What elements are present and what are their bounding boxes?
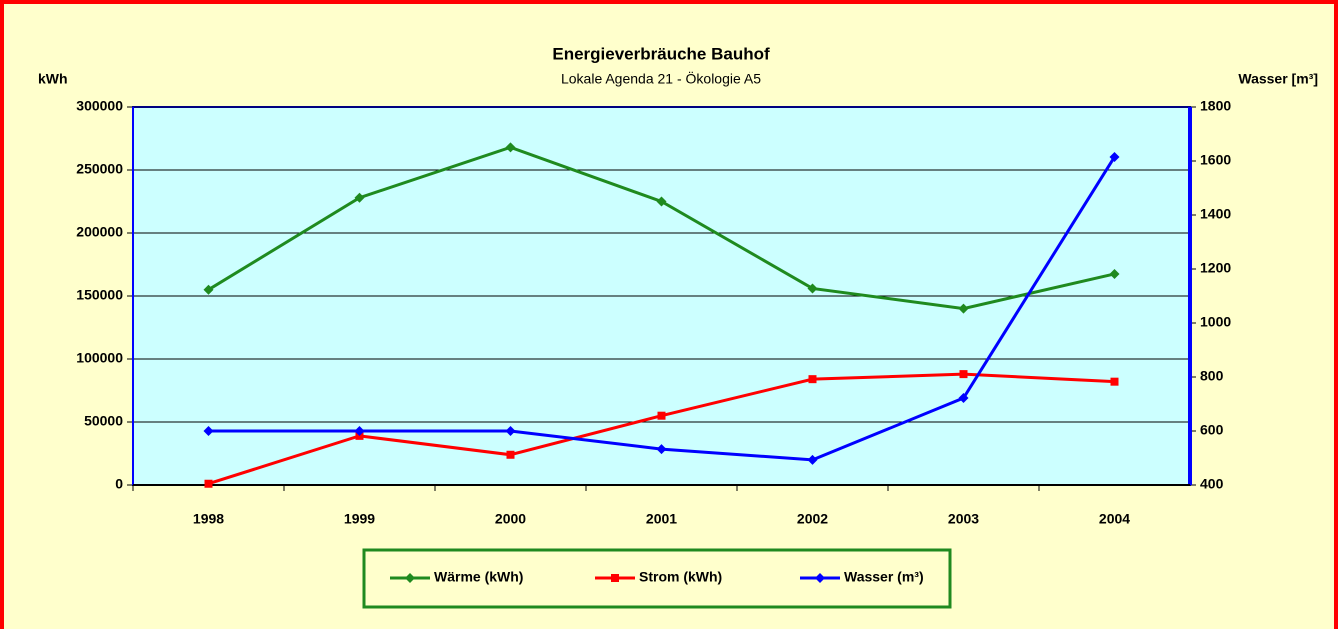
- point: [1109, 268, 1120, 279]
- x-tick-label: 1999: [344, 511, 375, 527]
- point: [354, 192, 365, 203]
- legend-marker: [405, 573, 415, 583]
- point: [807, 283, 818, 294]
- point: [959, 370, 968, 379]
- y-tick-label: 200000: [76, 224, 123, 240]
- legend-label: Wasser (m³): [844, 569, 924, 585]
- x-tick-label: 2004: [1099, 511, 1130, 527]
- point: [203, 426, 214, 436]
- y-tick-label: 100000: [76, 350, 123, 366]
- point: [958, 303, 969, 314]
- y-tick-label: 150000: [76, 287, 123, 303]
- point: [354, 426, 365, 436]
- y2-tick-label: 600: [1200, 422, 1224, 438]
- point: [204, 479, 213, 488]
- point: [1110, 377, 1119, 386]
- y2-tick-label: 1000: [1200, 314, 1231, 330]
- point: [657, 411, 666, 420]
- point: [505, 142, 516, 153]
- y-tick-label: 50000: [84, 413, 123, 429]
- y2-tick-label: 800: [1200, 368, 1224, 384]
- y2-axis-label: Wasser [m³]: [1238, 71, 1318, 87]
- x-tick-label: 2001: [646, 511, 677, 527]
- y-tick-label: 0: [115, 476, 123, 492]
- point: [807, 454, 818, 465]
- legend-label: Strom (kWh): [639, 569, 722, 585]
- y-tick-label: 300000: [76, 98, 123, 114]
- point: [1109, 151, 1120, 162]
- point: [958, 393, 969, 404]
- point: [203, 284, 214, 295]
- x-tick-label: 2003: [948, 511, 979, 527]
- y2-tick-label: 1400: [1200, 206, 1231, 222]
- point: [505, 426, 516, 436]
- y2-tick-label: 400: [1200, 476, 1224, 492]
- x-tick-label: 2000: [495, 511, 526, 527]
- point: [808, 375, 817, 384]
- legend-marker: [815, 573, 825, 583]
- point: [656, 444, 667, 455]
- chart-title: Energieverbräuche Bauhof: [552, 44, 770, 63]
- point: [506, 450, 515, 459]
- y-tick-label: 250000: [76, 161, 123, 177]
- x-tick-label: 2002: [797, 511, 828, 527]
- legend-marker: [611, 574, 619, 582]
- y2-tick-label: 1600: [1200, 152, 1231, 168]
- legend-label: Wärme (kWh): [434, 569, 523, 585]
- point: [656, 196, 667, 207]
- x-tick-label: 1998: [193, 511, 224, 527]
- y-axis-label: kWh: [38, 71, 68, 87]
- legend-box: [362, 548, 952, 609]
- chart-subtitle: Lokale Agenda 21 - Ökologie A5: [561, 70, 761, 87]
- y2-tick-label: 1200: [1200, 260, 1231, 276]
- y2-tick-label: 1800: [1200, 98, 1231, 114]
